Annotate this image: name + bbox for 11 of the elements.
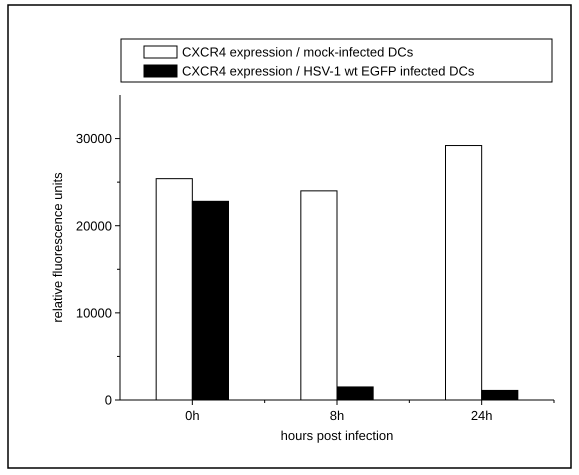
y-tick-label: 30000 [76, 131, 112, 146]
y-tick-label: 10000 [76, 305, 112, 320]
y-tick-label: 20000 [76, 218, 112, 234]
y-tick-label: 0 [104, 392, 112, 408]
y-axis-title: relative fluorescence units [50, 172, 65, 323]
x-tick-label: 8h [330, 408, 344, 423]
x-tick-label: 24h [470, 408, 493, 423]
legend-label: CXCR4 expression / HSV-1 wt EGFP infected DCs [182, 64, 475, 79]
legend-label: CXCR4 expression / mock-infected DCs [182, 44, 414, 60]
x-axis-title: hours post infection [280, 428, 394, 443]
x-tick-label: 0h [185, 408, 200, 423]
